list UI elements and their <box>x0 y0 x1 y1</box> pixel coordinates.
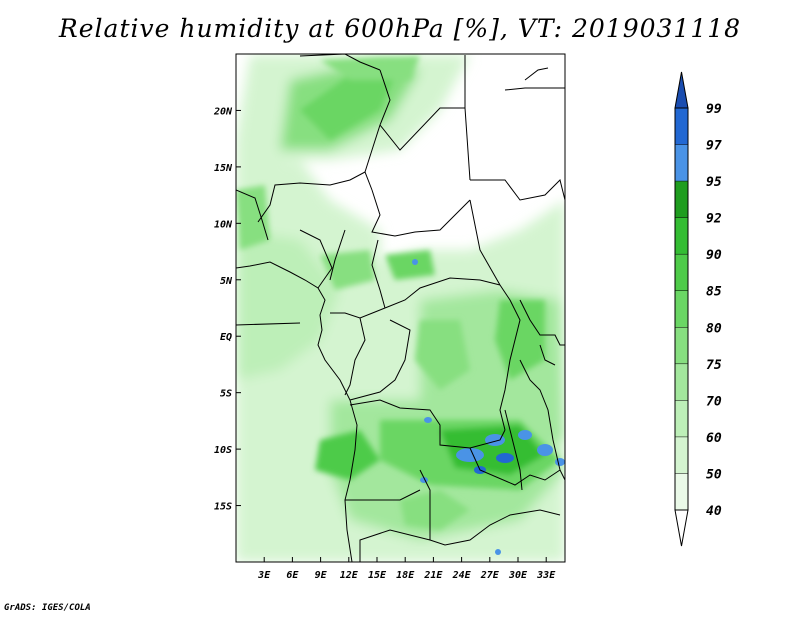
colorbar-swatch <box>675 363 688 401</box>
lon-tick-label: 18E <box>396 570 415 581</box>
grads-credit: GrADS: IGES/COLA <box>4 603 91 613</box>
colorbar-label: 70 <box>706 394 722 409</box>
lat-tick-label: 5S <box>220 389 232 400</box>
colorbar-label: 60 <box>706 431 722 446</box>
lon-tick-label: 6E <box>286 570 299 581</box>
humidity-field <box>236 54 565 562</box>
lon-tick-label: 9E <box>315 570 328 581</box>
lon-tick-label: 15E <box>368 570 387 581</box>
lon-tick-label: 12E <box>340 570 359 581</box>
lat-tick-label: 10S <box>214 445 232 456</box>
colorbar-label: 75 <box>706 358 722 373</box>
colorbar-swatch <box>675 217 688 255</box>
colorbar-swatch <box>675 290 688 328</box>
lon-tick-label: 33E <box>536 570 556 581</box>
colorbar-label: 99 <box>706 102 722 117</box>
colorbar-label: 92 <box>706 212 722 227</box>
colorbar-label: 90 <box>706 248 722 263</box>
colorbar-low-triangle <box>674 509 689 547</box>
colorbar-swatch <box>675 327 688 364</box>
longitude-axis: 3E 6E 9E 12E 15E 18E 21E 24E 27E 30E 33E <box>257 557 556 581</box>
colorbar-label: 85 <box>706 285 722 300</box>
lat-tick-label: 20N <box>213 106 233 117</box>
colorbar-high-triangle <box>674 71 689 109</box>
latitude-axis: 20N 15N 10N 5N EQ 5S 10S 15S <box>213 106 241 513</box>
lat-tick-label: 15S <box>214 502 232 513</box>
colorbar-label: 50 <box>706 467 722 482</box>
colorbar-swatch <box>675 254 688 291</box>
colorbar-swatch <box>675 144 688 182</box>
colorbar: 40 50 60 70 75 80 85 90 92 95 97 99 <box>674 71 722 547</box>
colorbar-swatch <box>675 108 688 145</box>
colorbar-swatch <box>675 181 688 218</box>
lat-tick-label: EQ <box>220 332 232 343</box>
colorbar-swatch <box>675 400 688 437</box>
colorbar-label: 80 <box>706 321 722 336</box>
lat-tick-label: 15N <box>214 163 233 174</box>
lon-tick-label: 30E <box>508 570 528 581</box>
lat-tick-label: 5N <box>220 276 233 287</box>
lat-tick-label: 10N <box>214 219 233 230</box>
colorbar-label: 97 <box>706 139 722 154</box>
lon-tick-label: 27E <box>480 570 500 581</box>
colorbar-swatch <box>675 436 688 474</box>
colorbar-label: 95 <box>706 175 722 190</box>
lon-tick-label: 24E <box>452 570 472 581</box>
map-title: Relative humidity at 600hPa [%], VT: 201… <box>58 14 742 43</box>
colorbar-swatch <box>675 473 688 510</box>
colorbar-label: 40 <box>706 504 722 519</box>
country-borders <box>236 54 565 562</box>
map-frame <box>235 53 566 563</box>
lon-tick-label: 3E <box>257 570 271 581</box>
lon-tick-label: 21E <box>423 570 443 581</box>
